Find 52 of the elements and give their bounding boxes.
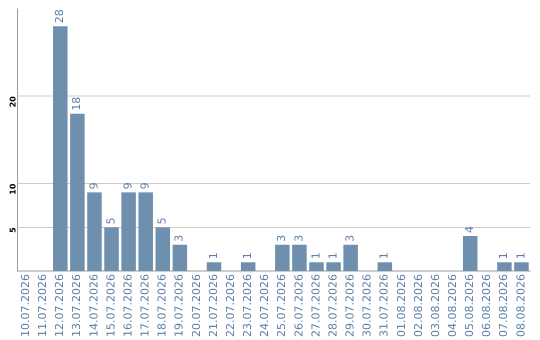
y-tick-label: 20: [8, 96, 18, 108]
x-tick-label: 03.08.2026: [428, 274, 442, 338]
data-label: 1: [241, 252, 254, 260]
data-label: 3: [275, 234, 288, 242]
x-tick-label: 07.08.2026: [497, 274, 510, 338]
x-tick-label: 30.07.2026: [360, 274, 374, 338]
x-tick-label: 27.07.2026: [309, 274, 322, 338]
x-tick-label: 04.08.2026: [446, 274, 459, 338]
data-label: 18: [70, 96, 84, 111]
x-tick-label: 19.07.2026: [172, 274, 186, 338]
x-tick-label: 25.07.2026: [275, 274, 288, 338]
data-label: 1: [497, 252, 510, 260]
x-tick-label: 28.07.2026: [326, 274, 340, 338]
x-tick-label: 22.07.2026: [224, 274, 237, 338]
x-tick-label: 26.07.2026: [292, 274, 306, 338]
x-tick-label: 17.07.2026: [138, 274, 152, 338]
data-label: 1: [514, 252, 528, 260]
data-label: 1: [378, 252, 391, 260]
x-tick-label: 13.07.2026: [70, 274, 84, 338]
x-tick-label: 10.07.2026: [19, 274, 32, 338]
data-label: 3: [292, 234, 306, 242]
x-tick-label: 24.07.2026: [258, 274, 272, 338]
x-tick-label: 20.07.2026: [190, 274, 203, 338]
x-tick-label: 06.08.2026: [480, 274, 494, 338]
data-label: 3: [344, 234, 357, 242]
x-tick-label: 23.07.2026: [241, 274, 254, 338]
x-tick-label: 12.07.2026: [53, 274, 66, 338]
data-label: 1: [206, 252, 220, 260]
data-label: 9: [87, 182, 100, 190]
data-label: 5: [156, 217, 169, 224]
x-tick-label: 21.07.2026: [206, 274, 220, 338]
x-tick-label: 14.07.2026: [87, 274, 100, 338]
data-label: 5: [104, 217, 118, 224]
data-label: 4: [463, 226, 476, 234]
x-tick-label: 18.07.2026: [156, 274, 169, 338]
x-tick-label: 05.08.2026: [463, 274, 476, 338]
data-label: 28: [53, 9, 66, 24]
x-tick-label: 15.07.2026: [104, 274, 118, 338]
y-tick-label: 10: [8, 183, 18, 195]
x-tick-label: 31.07.2026: [378, 274, 391, 338]
data-label: 9: [138, 182, 152, 190]
x-tick-label: 02.08.2026: [412, 274, 425, 338]
x-tick-label: 29.07.2026: [344, 274, 357, 338]
x-tick-label: 16.07.2026: [121, 274, 134, 338]
y-tick-label: 5: [8, 226, 18, 233]
x-tick-label: 01.08.2026: [394, 274, 408, 338]
data-label: 9: [121, 182, 134, 190]
x-tick-label: 08.08.2026: [514, 274, 528, 338]
data-label: 1: [326, 252, 340, 260]
data-label: 1: [309, 252, 322, 260]
data-label: 3: [172, 234, 186, 242]
x-tick-label: 11.07.2026: [36, 274, 50, 338]
